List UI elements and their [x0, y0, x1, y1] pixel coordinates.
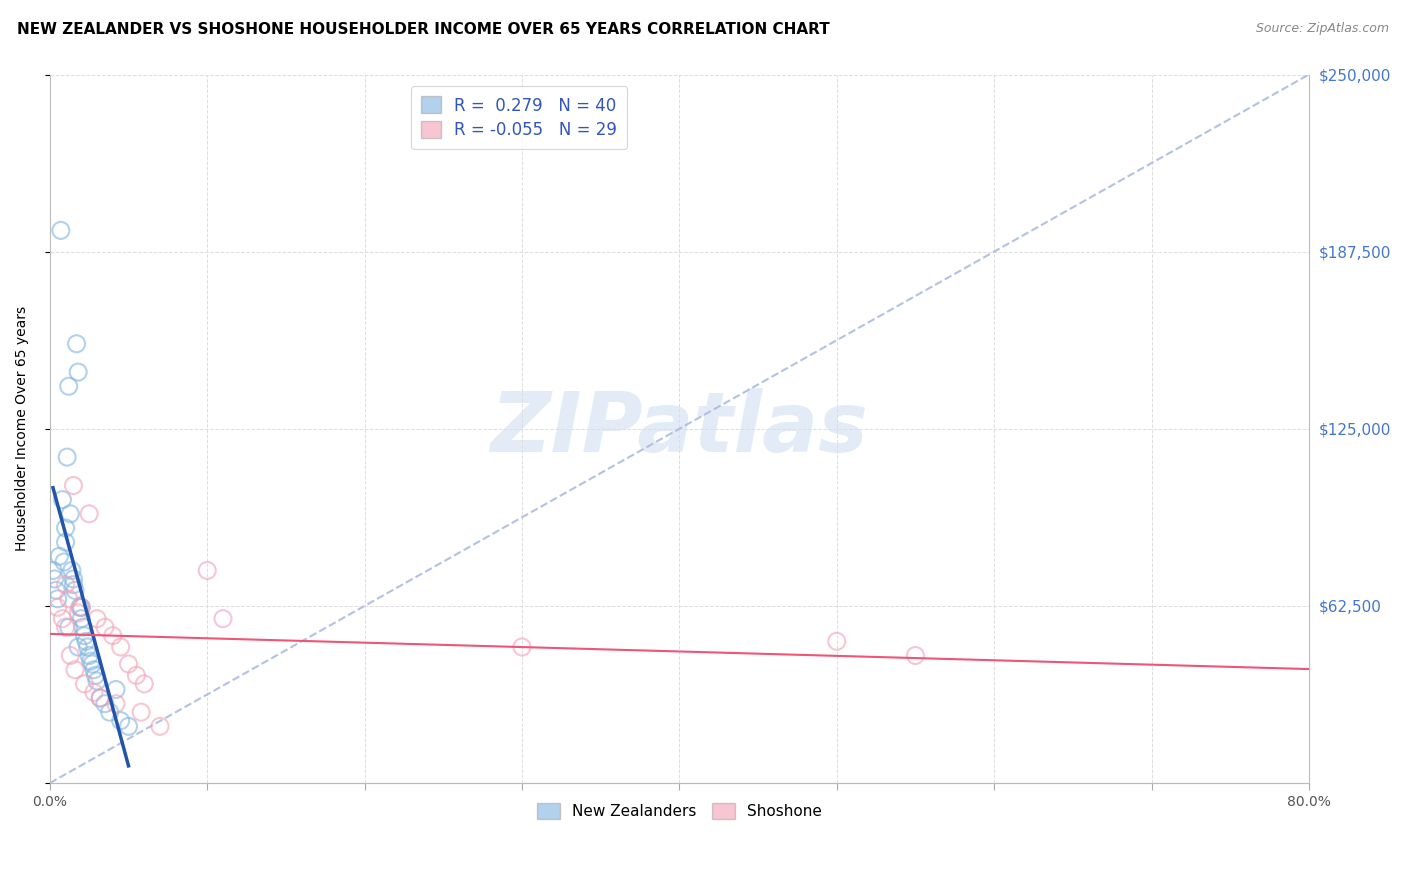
Point [86, 612, 108, 626]
Point [51, 492, 73, 507]
Point [117, 719, 139, 733]
Point [825, 634, 848, 648]
Point [98, 705, 121, 719]
Point [58, 620, 80, 634]
Point [89, 691, 111, 706]
Point [46, 600, 69, 615]
Point [46, 591, 69, 606]
Point [110, 714, 132, 728]
Point [195, 564, 218, 578]
Point [63, 583, 86, 598]
Point [55, 535, 77, 549]
Point [125, 668, 148, 682]
Point [45, 583, 67, 598]
Point [58, 379, 80, 393]
Point [67, 365, 90, 379]
Point [70, 612, 93, 626]
Point [62, 577, 84, 591]
Legend: New Zealanders, Shoshone: New Zealanders, Shoshone [531, 797, 828, 825]
Point [110, 640, 132, 654]
Point [55, 521, 77, 535]
Text: NEW ZEALANDER VS SHOSHONE HOUSEHOLDER INCOME OVER 65 YEARS CORRELATION CHART: NEW ZEALANDER VS SHOSHONE HOUSEHOLDER IN… [17, 22, 830, 37]
Point [117, 657, 139, 671]
Point [94, 620, 117, 634]
Point [89, 691, 111, 706]
Point [104, 682, 127, 697]
Point [80, 654, 103, 668]
Point [62, 572, 84, 586]
Point [510, 640, 533, 654]
Point [59, 507, 82, 521]
Point [149, 719, 172, 733]
Point [94, 697, 117, 711]
Y-axis label: Householder Income Over 65 years: Householder Income Over 65 years [15, 306, 30, 551]
Point [70, 600, 93, 615]
Point [129, 705, 152, 719]
Point [76, 640, 98, 654]
Point [59, 648, 82, 663]
Point [83, 663, 105, 677]
Point [44, 572, 66, 586]
Point [84, 668, 107, 682]
Point [42, 564, 65, 578]
Point [73, 629, 96, 643]
Point [104, 697, 127, 711]
Point [134, 677, 156, 691]
Point [73, 677, 96, 691]
Point [86, 673, 108, 688]
Point [69, 600, 91, 615]
Point [77, 648, 100, 663]
Point [67, 640, 90, 654]
Point [101, 629, 124, 643]
Point [51, 612, 73, 626]
Point [904, 648, 927, 663]
Point [77, 507, 100, 521]
Point [48, 549, 70, 564]
Point [62, 478, 84, 492]
Text: ZIPatlas: ZIPatlas [491, 388, 869, 469]
Point [67, 606, 90, 620]
Point [70, 600, 93, 615]
Point [49, 223, 72, 237]
Point [58, 591, 80, 606]
Text: Source: ZipAtlas.com: Source: ZipAtlas.com [1256, 22, 1389, 36]
Point [53, 555, 76, 569]
Point [60, 564, 83, 578]
Point [55, 577, 77, 591]
Point [72, 620, 94, 634]
Point [56, 450, 79, 464]
Point [65, 336, 87, 351]
Point [63, 663, 86, 677]
Point [75, 634, 97, 648]
Point [82, 657, 104, 671]
Point [212, 612, 235, 626]
Point [83, 685, 105, 699]
Point [55, 620, 77, 634]
